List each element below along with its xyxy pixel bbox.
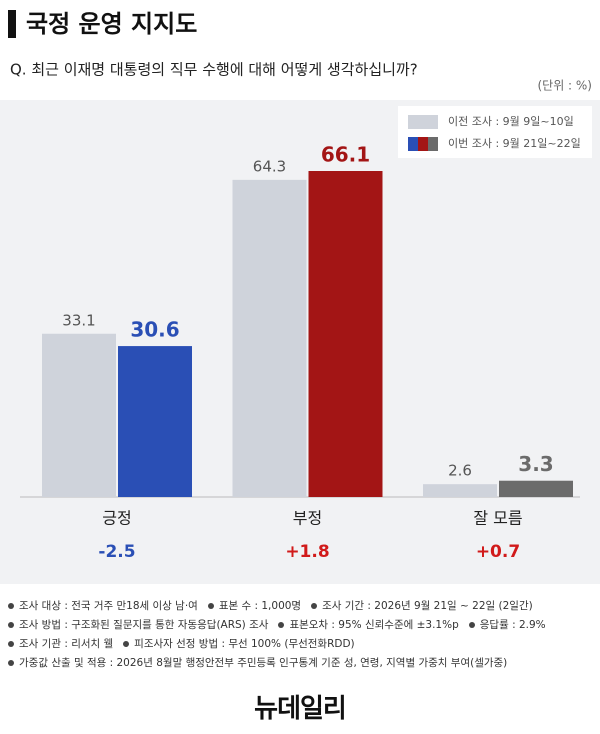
note-text: 조사 방법 : 구조화된 질문지를 통한 자동응답(ARS) 조사 — [19, 619, 269, 631]
note-text: 표본오차 : 95% 신뢰수준에 ±3.1%p — [289, 619, 459, 631]
note-line: 조사 대상 : 전국 거주 만18세 이상 남·여 표본 수 : 1,000명 조사… — [8, 596, 596, 615]
notes: 조사 대상 : 전국 거주 만18세 이상 남·여 표본 수 : 1,000명 조사… — [8, 596, 596, 672]
legend-label: 이전 조사 : 9월 9일~10일 — [448, 114, 574, 128]
legend-swatch — [418, 137, 428, 151]
note-text: 가중값 산출 및 적용 : 2026년 8월말 행정안전부 주민등록 인구통계 … — [19, 657, 508, 669]
unit-label: (단위 : %) — [537, 79, 592, 93]
chart-title: 국정 운영 지지도 — [26, 10, 197, 38]
logo: 뉴데일리 — [254, 694, 347, 724]
change-label: +0.7 — [476, 542, 520, 562]
value-label: 64.3 — [253, 157, 286, 175]
bullet — [278, 621, 285, 628]
bullet — [8, 602, 14, 609]
note-item: 응답률 : 2.9% — [468, 617, 546, 632]
note-text: 표본 수 : 1,000명 — [218, 600, 302, 612]
category-label: 부정 — [293, 509, 322, 528]
bar — [499, 480, 573, 497]
category-label: 긍정 — [102, 509, 131, 528]
bar — [423, 484, 497, 497]
bar — [118, 346, 192, 497]
legend-swatch — [408, 115, 438, 129]
value-label: 66.1 — [321, 143, 370, 167]
note-text: 피조사자 선정 방법 : 무선 100% (무선전화RDD) — [134, 638, 355, 650]
note-text: 조사 기관 : 리서치 웰 — [19, 638, 114, 650]
legend-swatch — [428, 137, 438, 151]
note-item: 표본 수 : 1,000명 — [207, 598, 302, 613]
note-line: 조사 방법 : 구조화된 질문지를 통한 자동응답(ARS) 조사 표본오차 : … — [8, 615, 596, 634]
bullet — [123, 640, 130, 647]
value-label: 30.6 — [130, 318, 179, 342]
note-item: 조사 기관 : 리서치 웰 — [8, 636, 113, 651]
bullet — [8, 640, 14, 647]
bullet — [207, 602, 214, 609]
note-line: 가중값 산출 및 적용 : 2026년 8월말 행정안전부 주민등록 인구통계 … — [8, 653, 596, 672]
change-label: -2.5 — [98, 542, 135, 562]
bullet — [8, 621, 14, 628]
bullet — [468, 621, 475, 628]
bar — [308, 171, 383, 497]
note-text: 응답률 : 2.9% — [479, 619, 546, 631]
value-label: 2.6 — [448, 462, 472, 480]
legend-label: 이번 조사 : 9월 21일~22일 — [448, 136, 581, 150]
note-item: 조사 대상 : 전국 거주 만18세 이상 남·여 — [8, 598, 198, 613]
change-label: +1.8 — [285, 542, 329, 562]
note-item: 조사 기간 : 2026년 9월 21일 ~ 22일 (2일간) — [311, 598, 533, 613]
title-bar — [8, 10, 16, 38]
category-label: 잘 모름 — [473, 509, 522, 528]
bar — [42, 333, 116, 497]
value-label: 3.3 — [518, 452, 553, 476]
note-text: 조사 기간 : 2026년 9월 21일 ~ 22일 (2일간) — [322, 600, 533, 612]
value-label: 33.1 — [62, 311, 95, 329]
legend-swatch — [408, 137, 418, 151]
chart: 국정 운영 지지도 Q. 최근 이재명 대통령의 직무 수행에 대해 어떻게 생… — [0, 10, 600, 584]
note-item: 표본오차 : 95% 신뢰수준에 ±3.1%p — [278, 617, 459, 632]
bullet — [8, 659, 14, 666]
note-text: 조사 대상 : 전국 거주 만18세 이상 남·여 — [19, 600, 198, 612]
note-item: 가중값 산출 및 적용 : 2026년 8월말 행정안전부 주민등록 인구통계 … — [8, 655, 507, 670]
note-line: 조사 기관 : 리서치 웰 피조사자 선정 방법 : 무선 100% (무선전화R… — [8, 634, 596, 653]
bar — [232, 179, 307, 498]
chart-subtitle: Q. 최근 이재명 대통령의 직무 수행에 대해 어떻게 생각하십니까? — [10, 61, 418, 79]
bullet — [311, 602, 318, 609]
note-item: 피조사자 선정 방법 : 무선 100% (무선전화RDD) — [123, 636, 355, 651]
note-item: 조사 방법 : 구조화된 질문지를 통한 자동응답(ARS) 조사 — [8, 617, 268, 632]
